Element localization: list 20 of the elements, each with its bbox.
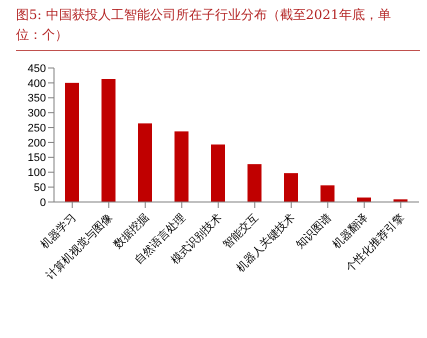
bar	[138, 123, 152, 202]
y-tick-label: 200	[28, 137, 46, 150]
bar	[102, 79, 116, 202]
y-tick-label: 250	[28, 122, 46, 134]
bar	[174, 131, 188, 202]
bar	[357, 198, 371, 202]
y-tick-label: 300	[28, 108, 46, 120]
bar	[284, 173, 298, 202]
bar	[320, 185, 334, 202]
y-tick-label: 400	[28, 78, 46, 90]
bar	[65, 82, 79, 202]
chart-title: 图5: 中国获投人工智能公司所在子行业分布（截至2021年底，单位：个）	[16, 8, 391, 43]
y-tick-label: 0	[40, 196, 46, 209]
bar	[211, 144, 225, 202]
bar	[248, 164, 262, 202]
y-tick-label: 150	[28, 152, 46, 164]
y-tick-label: 350	[28, 92, 46, 105]
y-tick-label: 50	[34, 182, 46, 194]
y-tick-label: 450	[28, 62, 46, 75]
y-tick-label: 100	[28, 167, 46, 180]
